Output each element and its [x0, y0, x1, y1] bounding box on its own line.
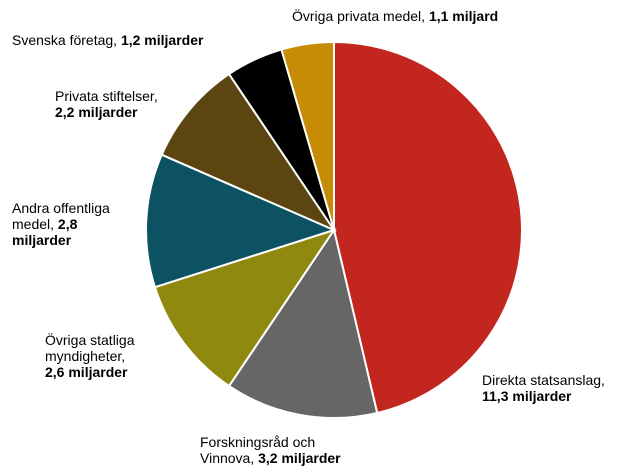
value-label: 2,2 miljarder	[55, 104, 138, 120]
category-name: Övriga statliga myndigheter,	[45, 332, 135, 364]
category-name: Direkta statsanslag,	[482, 372, 605, 388]
pie-slice	[227, 227, 379, 419]
slice-label: Övriga privata medel, 1,1 miljard	[292, 8, 592, 24]
category-name: Övriga privata medel,	[292, 8, 426, 24]
pie-slice	[153, 228, 337, 388]
slice-label: Andra offentliga medel, 2,8 miljarder	[12, 200, 124, 248]
value-label: 2,6 miljarder	[45, 364, 128, 380]
slice-label: Privata stiftelser, 2,2 miljarder	[55, 88, 195, 120]
pie-slice	[280, 40, 335, 231]
pie-slice	[160, 72, 337, 233]
slice-label: Övriga statliga myndigheter, 2,6 miljard…	[45, 332, 160, 380]
category-name: Forskningsråd och Vinnova,	[200, 434, 316, 466]
value-label: 3,2 miljarder	[258, 450, 341, 466]
value-label: 1,2 miljarder	[120, 32, 204, 48]
slice-label: Svenska företag, 1,2 miljarder	[12, 32, 272, 48]
value-label: 1,1 miljard	[428, 8, 499, 24]
slice-label: Forskningsråd och Vinnova, 3,2 miljarder	[200, 434, 370, 466]
slice-label: Direkta statsanslag, 11,3 miljarder	[482, 372, 632, 404]
pie-slice	[145, 153, 337, 289]
category-name: Svenska företag,	[12, 32, 118, 48]
category-name: Privata stiftelser,	[55, 88, 158, 104]
value-label: 11,3 miljarder	[482, 388, 572, 404]
category-name: Andra offentliga medel,	[12, 200, 110, 232]
value-label: 2,8 miljarder	[12, 216, 78, 248]
pie-slice	[333, 40, 523, 415]
